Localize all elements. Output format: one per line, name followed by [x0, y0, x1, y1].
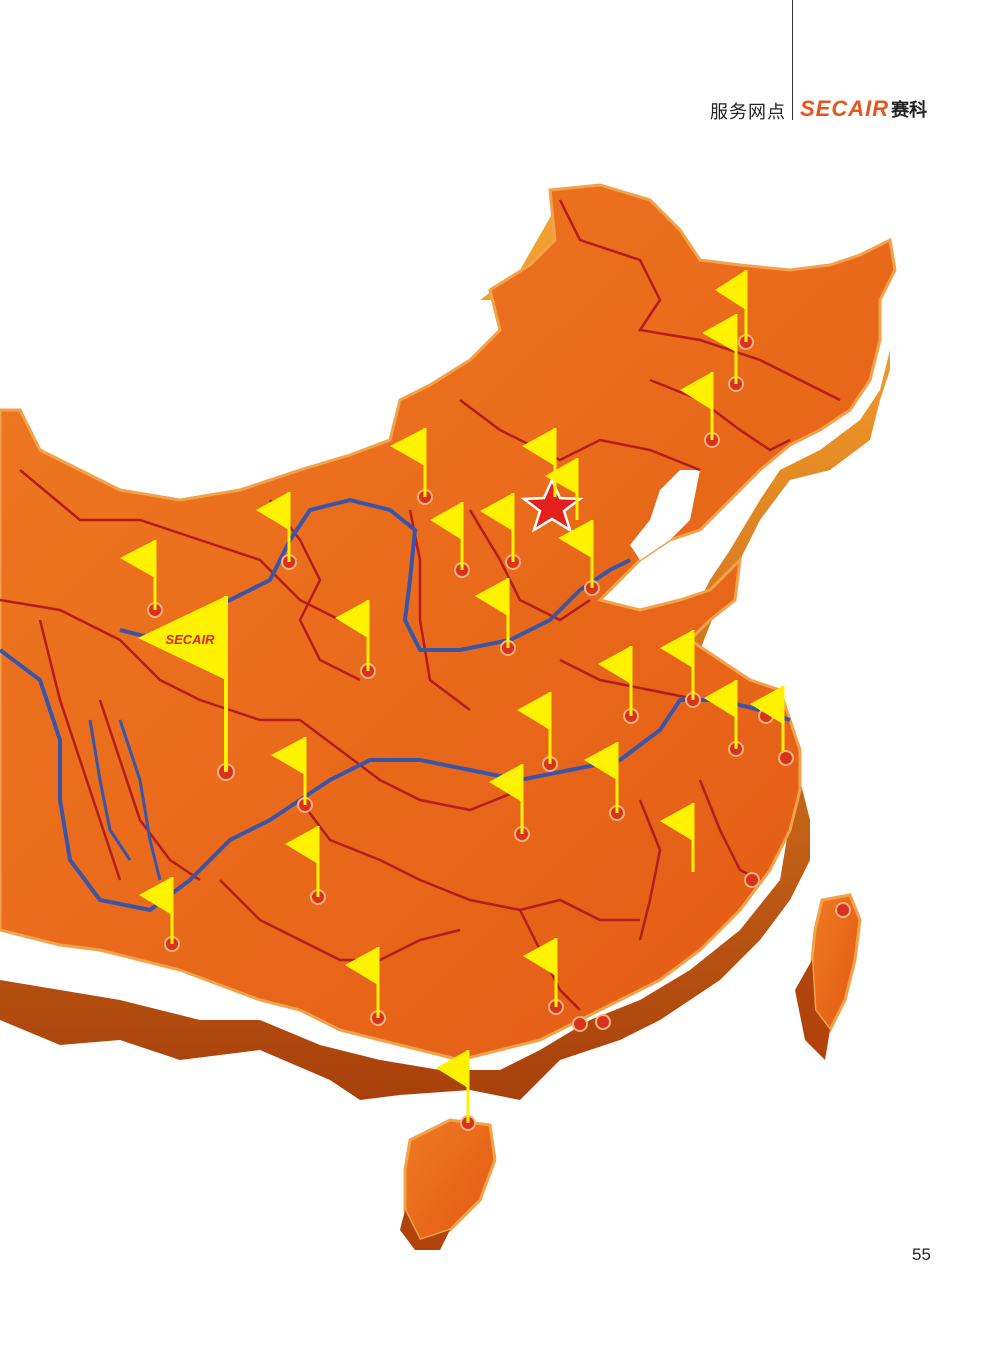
page-number: 55 [912, 1245, 931, 1264]
flag-marker [345, 947, 386, 1026]
hq-flag-label: SECAIR [165, 632, 215, 647]
flag-marker [715, 270, 754, 350]
flag-marker [558, 520, 600, 596]
flag-marker [475, 578, 516, 656]
flag-marker [335, 600, 376, 679]
flag-marker [430, 502, 470, 578]
flag-base [572, 1016, 588, 1032]
hq-flag: SECAIR [138, 596, 235, 781]
section-title: 服务网点 [710, 102, 786, 123]
header-divider [792, 0, 793, 120]
flag-marker [256, 492, 297, 570]
yellow-river [119, 497, 631, 652]
capital-star-icon [520, 476, 584, 533]
flag-marker [523, 938, 564, 1015]
flag-marker [545, 458, 579, 520]
flag-marker [584, 742, 625, 821]
flag-marker [489, 764, 530, 842]
service-point-flags: SECAIR [120, 270, 851, 1131]
flag-marker [750, 686, 785, 755]
flag-marker [285, 826, 326, 905]
flag-base [744, 872, 760, 888]
brand-name: SECAIR [800, 96, 890, 121]
flag-base [595, 1014, 611, 1030]
flag-marker [680, 372, 720, 448]
flag-marker [120, 540, 163, 618]
flag-marker [517, 692, 558, 772]
province-borders [0, 199, 841, 1011]
flag-marker [660, 630, 701, 708]
flag-marker [660, 803, 695, 872]
flag-marker [702, 314, 744, 392]
flag-marker [139, 877, 180, 952]
yangtze-river [0, 648, 791, 913]
flag-marker [436, 1050, 476, 1131]
brand-cn: 赛科 [891, 100, 928, 121]
brand-logo: SECAIR 赛科 [800, 96, 927, 122]
flag-marker [522, 428, 557, 497]
flag-base [778, 750, 794, 766]
flag-marker [480, 493, 521, 570]
map-land [0, 183, 897, 1250]
flag-base [835, 902, 851, 918]
flag-marker [390, 428, 433, 505]
flag-marker [271, 737, 313, 813]
rivers [0, 497, 791, 913]
flag-marker [598, 646, 639, 724]
flag-marker [704, 680, 744, 757]
